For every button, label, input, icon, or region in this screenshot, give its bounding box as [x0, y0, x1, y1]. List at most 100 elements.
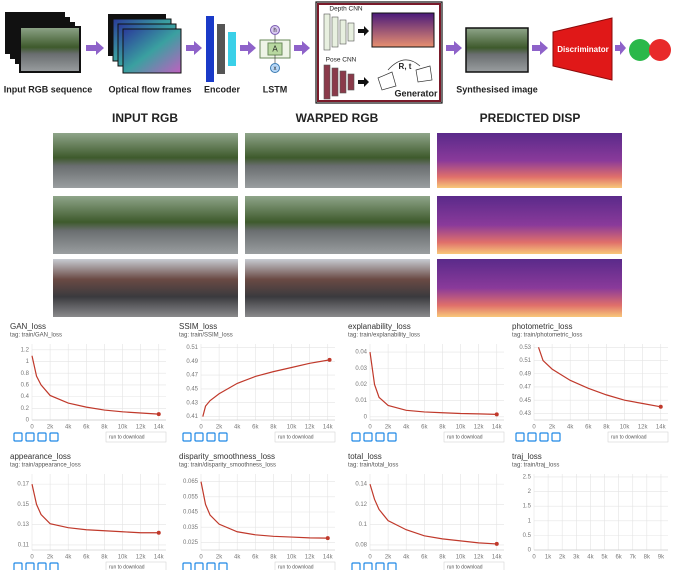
end-point [325, 536, 330, 541]
image [437, 196, 622, 254]
x-tick-label: 10k [456, 555, 467, 561]
tool-icon[interactable] [551, 432, 561, 442]
tool-icon[interactable] [375, 432, 385, 442]
arrow [358, 26, 369, 36]
x-tick-label: 6k [421, 425, 428, 431]
x-tick-label: 14k [492, 425, 503, 431]
arrow [86, 41, 104, 55]
tool-icon[interactable] [182, 562, 192, 570]
discriminator-label: Discriminator [557, 45, 609, 54]
cnn-layer [323, 64, 331, 100]
y-tick-label: 0.055 [183, 494, 199, 500]
loss-chart: explanability_loss tag: train/explanabili… [348, 322, 505, 443]
tool-icon[interactable] [49, 432, 59, 442]
image [245, 259, 430, 317]
y-tick-label: 0.15 [17, 502, 29, 508]
tool-icon[interactable] [25, 432, 35, 442]
tool-icon[interactable] [49, 562, 59, 570]
x-tick-label: 8k [439, 555, 446, 561]
tool-icon[interactable] [363, 562, 373, 570]
image [53, 259, 238, 317]
tool-icon[interactable] [13, 432, 23, 442]
chart-subtitle: tag: train/GAN_loss [10, 333, 62, 339]
tool-icon[interactable] [539, 432, 549, 442]
download-select[interactable] [105, 431, 167, 443]
x-tick-label: 4k [403, 425, 410, 431]
tool-icon[interactable] [218, 562, 228, 570]
x-tick-label: 0 [368, 425, 372, 431]
x-tick-label: 10k [287, 555, 298, 561]
tool-icon[interactable] [375, 562, 385, 570]
pipeline: Input RGB sequence Optical flow frames E… [4, 1, 671, 104]
tool-icon[interactable] [13, 562, 23, 570]
tool-icon[interactable] [387, 432, 397, 442]
loss-chart: total_loss tag: train/total_loss 0.08 0.1 0.… [348, 452, 505, 570]
arrow [615, 41, 626, 55]
y-tick-label: 0.065 [183, 479, 199, 485]
cnn-layer [347, 22, 355, 42]
camera [377, 71, 397, 91]
y-tick-label: 0.47 [186, 373, 198, 379]
y-tick-label: 0.45 [519, 398, 531, 404]
tool-icon[interactable] [37, 562, 47, 570]
x-tick-label: 8k [101, 425, 108, 431]
tool-icon[interactable] [25, 562, 35, 570]
x-tick-label: 4k [234, 555, 241, 561]
chart-subtitle: tag: train/appearance_loss [10, 463, 81, 469]
cnn-layer [331, 67, 339, 97]
tool-icon[interactable] [387, 562, 397, 570]
y-tick-label: 1 [26, 359, 30, 365]
x-tick-label: 4k [567, 425, 574, 431]
column-header: WARPED RGB [296, 111, 379, 125]
y-tick-label: 0.4 [21, 394, 30, 400]
depth-cnn-label: Depth CNN [329, 6, 363, 13]
download-select[interactable] [443, 561, 505, 570]
tool-icon[interactable] [37, 432, 47, 442]
x-tick-label: 0 [199, 555, 203, 561]
x-tick-label: 2k [47, 555, 54, 561]
chart-title: explanability_loss [348, 322, 411, 331]
loss-chart: traj_loss tag: train/traj_loss 0 0.5 1 1.5 2 2.… [512, 452, 668, 561]
tool-icon[interactable] [182, 432, 192, 442]
x-tick-label: 6k [83, 425, 90, 431]
x-tick-label: 5k [601, 555, 608, 561]
download-select[interactable] [274, 431, 336, 443]
x-tick-label: 0 [368, 555, 372, 561]
tool-icon[interactable] [206, 562, 216, 570]
tool-icon[interactable] [351, 562, 361, 570]
chart-subtitle: tag: train/disparity_smoothness_loss [179, 463, 276, 469]
loss-chart: GAN_loss tag: train/GAN_loss 0 0.2 0.4 0.6 0.8… [10, 322, 167, 443]
image [245, 133, 430, 188]
tool-icon[interactable] [351, 432, 361, 442]
discriminator [552, 17, 613, 81]
x-tick-label: 2k [47, 425, 54, 431]
tool-icon[interactable] [194, 562, 204, 570]
thumb-down [649, 39, 671, 61]
y-tick-label: 0.025 [183, 540, 199, 546]
y-tick-label: 0.5 [523, 533, 532, 539]
download-select[interactable] [443, 431, 505, 443]
download-select[interactable] [274, 561, 336, 570]
tool-icon[interactable] [194, 432, 204, 442]
tool-icon[interactable] [527, 432, 537, 442]
x-tick-label: 14k [154, 425, 165, 431]
tool-icon[interactable] [363, 432, 373, 442]
download-select[interactable] [105, 561, 167, 570]
download-select[interactable] [607, 431, 669, 443]
y-tick-label: 0.02 [355, 382, 367, 388]
x-tick-label: 6k [615, 555, 622, 561]
tool-icon[interactable] [206, 432, 216, 442]
chart-subtitle: tag: train/explanability_loss [348, 333, 420, 339]
y-tick-label: 0.11 [18, 543, 30, 549]
arrow [294, 41, 310, 55]
tool-icon[interactable] [515, 432, 525, 442]
label: Synthesised image [456, 84, 538, 94]
y-tick-label: 0.8 [21, 371, 30, 377]
y-tick-label: 0.53 [519, 345, 531, 351]
x-tick-label: 6k [421, 555, 428, 561]
tool-icon[interactable] [218, 432, 228, 442]
label: LSTM [263, 84, 288, 94]
arrow [186, 41, 202, 55]
camera-arc [387, 59, 421, 71]
loss-chart: photometric_loss tag: train/photometric_l… [512, 322, 669, 443]
